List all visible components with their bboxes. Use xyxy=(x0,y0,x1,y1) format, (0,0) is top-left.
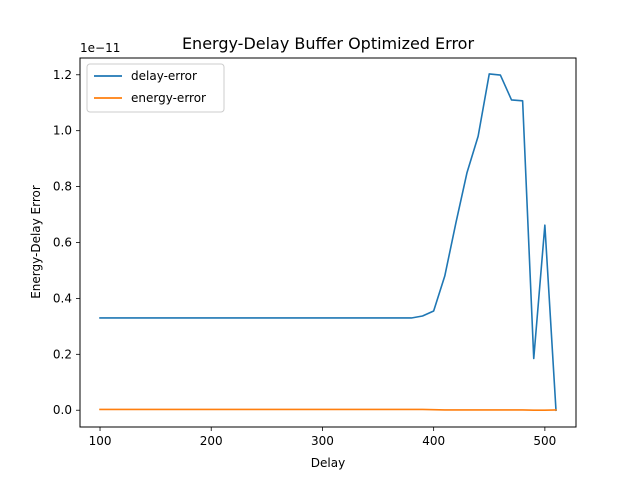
y-tick-label: 1.0 xyxy=(53,124,72,138)
legend: delay-error energy-error xyxy=(86,63,225,113)
legend-label-delay-error: delay-error xyxy=(131,69,197,83)
y-offset-label: 1e−11 xyxy=(80,41,120,55)
x-axis-label: Delay xyxy=(311,456,345,470)
y-axis-label: Energy-Delay Error xyxy=(29,185,43,299)
series-line-energy-error xyxy=(99,408,557,412)
tick-marks: 100 200 300 400 500 0.0 0.2 0.4 0.6 0.8 1.0 1.2 xyxy=(53,68,556,448)
chart-title: Energy-Delay Buffer Optimized Error xyxy=(182,34,475,53)
y-tick-label: 0.0 xyxy=(53,403,72,417)
x-tick-label: 500 xyxy=(533,434,556,448)
x-tick-label: 400 xyxy=(422,434,445,448)
x-tick-label: 200 xyxy=(200,434,223,448)
series-line-delay-error xyxy=(99,73,557,412)
y-tick-label: 0.8 xyxy=(53,180,72,194)
y-tick-label: 1.2 xyxy=(53,68,72,82)
legend-label-energy-error: energy-error xyxy=(131,91,206,105)
plot-area xyxy=(99,73,557,412)
y-tick-label: 0.2 xyxy=(53,347,72,361)
x-tick-label: 300 xyxy=(311,434,334,448)
y-tick-label: 0.6 xyxy=(53,236,72,250)
x-tick-label: 100 xyxy=(89,434,112,448)
y-tick-label: 0.4 xyxy=(53,291,72,305)
